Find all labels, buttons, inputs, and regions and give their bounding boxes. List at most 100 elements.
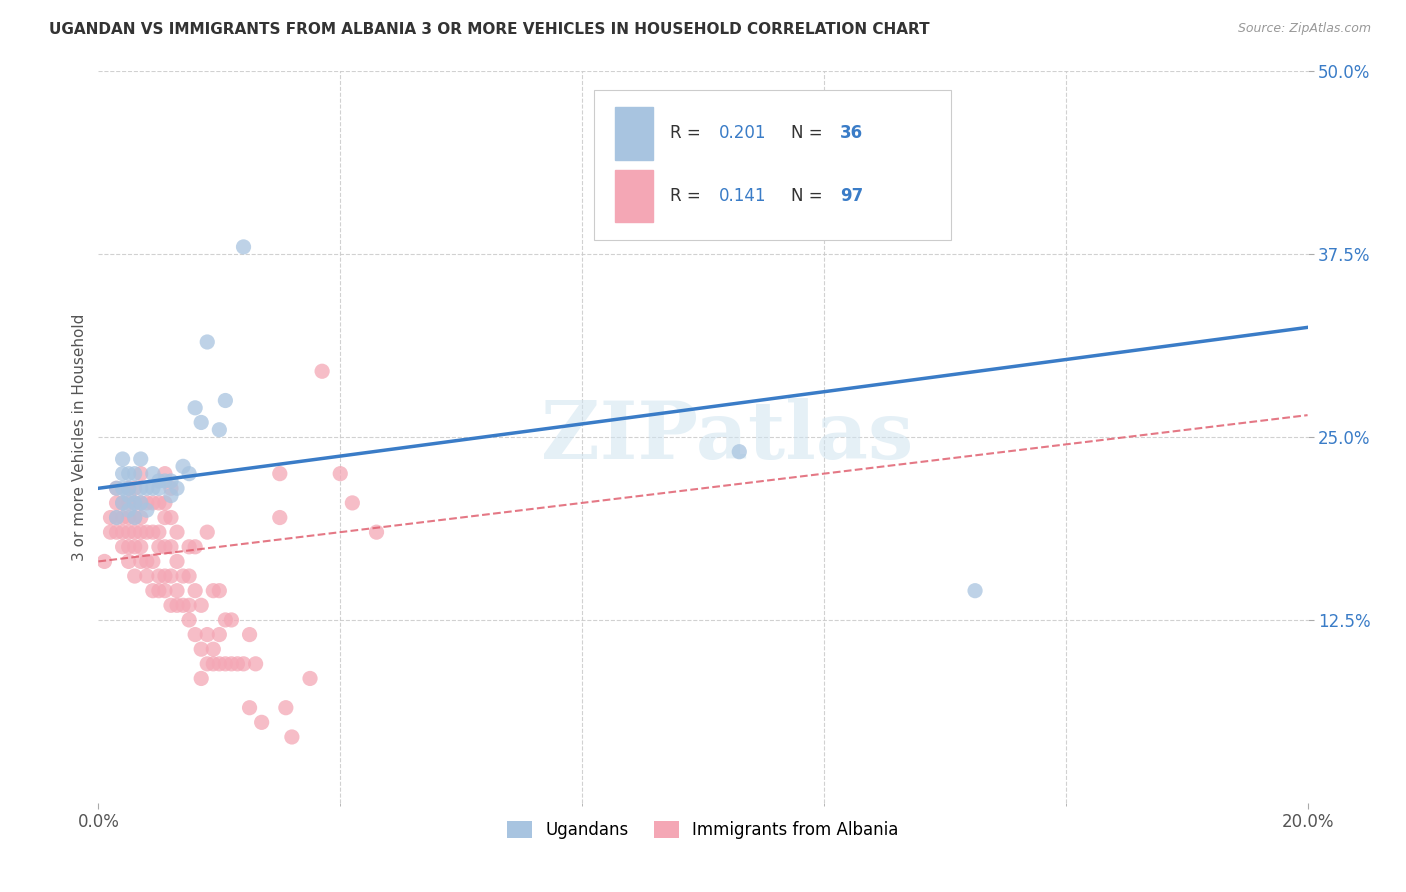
Point: [105, 510, 128, 524]
Point: [111, 467, 134, 481]
Point: [179, 599, 201, 613]
Text: N =: N =: [792, 124, 828, 142]
Point: [135, 496, 157, 510]
Point: [342, 496, 364, 510]
Point: [299, 672, 322, 686]
Point: [135, 481, 157, 495]
Point: [124, 496, 146, 510]
Point: [129, 452, 152, 467]
Point: [250, 715, 273, 730]
Point: [166, 481, 188, 495]
Point: [166, 554, 188, 568]
Point: [214, 657, 236, 671]
Point: [311, 364, 333, 378]
Point: [111, 510, 134, 524]
Text: N =: N =: [792, 187, 828, 205]
Text: R =: R =: [671, 187, 711, 205]
Point: [111, 481, 134, 495]
Point: [129, 510, 152, 524]
Point: [135, 569, 157, 583]
Point: [208, 627, 231, 641]
Point: [142, 525, 165, 540]
Point: [118, 554, 141, 568]
Point: [135, 525, 157, 540]
Point: [274, 700, 297, 714]
Point: [195, 334, 218, 349]
Point: [105, 525, 128, 540]
Point: [195, 657, 218, 671]
Point: [226, 657, 249, 671]
Point: [245, 657, 267, 671]
Point: [129, 525, 152, 540]
Point: [111, 525, 134, 540]
Point: [105, 510, 128, 524]
Point: [202, 583, 225, 598]
Point: [366, 525, 388, 540]
Point: [190, 416, 212, 430]
Point: [208, 583, 231, 598]
Point: [232, 657, 254, 671]
Point: [142, 583, 165, 598]
Point: [179, 569, 201, 583]
Point: [148, 569, 170, 583]
Point: [142, 554, 165, 568]
Point: [153, 540, 176, 554]
Point: [105, 496, 128, 510]
Point: [190, 599, 212, 613]
Point: [208, 423, 231, 437]
Text: Source: ZipAtlas.com: Source: ZipAtlas.com: [1237, 22, 1371, 36]
Point: [142, 496, 165, 510]
Point: [329, 467, 352, 481]
Point: [142, 467, 165, 481]
Point: [129, 496, 152, 510]
Point: [118, 540, 141, 554]
Point: [118, 481, 141, 495]
Point: [118, 510, 141, 524]
Point: [269, 510, 291, 524]
Point: [195, 525, 218, 540]
Point: [129, 540, 152, 554]
Text: 0.141: 0.141: [718, 187, 766, 205]
Point: [208, 657, 231, 671]
Point: [160, 569, 183, 583]
Point: [129, 481, 152, 495]
Point: [153, 583, 176, 598]
Point: [118, 489, 141, 503]
Point: [124, 481, 146, 495]
Point: [148, 540, 170, 554]
Point: [129, 496, 152, 510]
Point: [111, 452, 134, 467]
Point: [166, 583, 188, 598]
Point: [172, 569, 194, 583]
Point: [124, 540, 146, 554]
Point: [124, 467, 146, 481]
Point: [281, 730, 304, 744]
Point: [111, 496, 134, 510]
Point: [160, 474, 183, 488]
Point: [135, 554, 157, 568]
Point: [153, 467, 176, 481]
Point: [232, 240, 254, 254]
Point: [184, 583, 207, 598]
Text: 0.201: 0.201: [718, 124, 766, 142]
Point: [124, 525, 146, 540]
Point: [153, 474, 176, 488]
Point: [124, 496, 146, 510]
Point: [124, 569, 146, 583]
Point: [148, 525, 170, 540]
Point: [221, 657, 243, 671]
Point: [172, 459, 194, 474]
Point: [118, 481, 141, 495]
Point: [166, 525, 188, 540]
Point: [221, 613, 243, 627]
Point: [160, 540, 183, 554]
Point: [160, 599, 183, 613]
Point: [239, 627, 262, 641]
Point: [202, 642, 225, 657]
Point: [965, 583, 987, 598]
Point: [135, 503, 157, 517]
Point: [105, 481, 128, 495]
Point: [142, 481, 165, 495]
Point: [160, 510, 183, 524]
Point: [190, 672, 212, 686]
